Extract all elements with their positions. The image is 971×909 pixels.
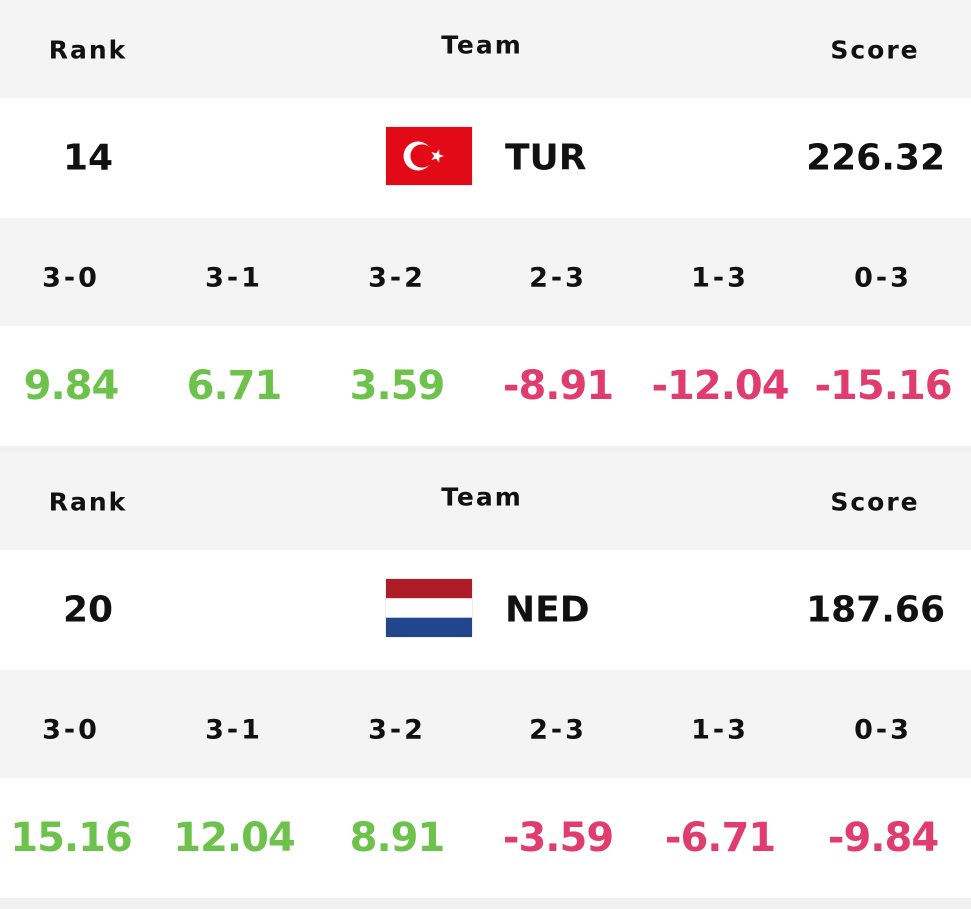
- result-value: -9.84: [827, 815, 939, 861]
- result-label: 2-3: [529, 262, 587, 294]
- result-value: 9.84: [23, 363, 120, 409]
- result-label: 3-1: [205, 714, 263, 746]
- flag: [385, 578, 473, 642]
- result-value: -6.71: [664, 815, 776, 861]
- header-row: Rank Team Score: [0, 452, 971, 550]
- result-value: -15.16: [814, 363, 952, 409]
- team-code: TUR: [505, 137, 587, 179]
- rank: 20: [62, 589, 114, 631]
- result-label: 1-3: [691, 262, 749, 294]
- rank-header: Rank: [48, 487, 128, 517]
- result-value: 15.16: [10, 815, 133, 861]
- team-row: 14 TUR 226.32: [0, 98, 971, 218]
- team-card: Rank Team Score 20 NED 187.66 3-0 3-1 3-2 2-3 1-3 0…: [0, 452, 971, 898]
- result-value-row: 15.16 12.04 8.91 -3.59 -6.71 -9.84: [0, 778, 971, 898]
- team-header: Team: [441, 482, 523, 512]
- result-value: -8.91: [502, 363, 614, 409]
- result-label: 1-3: [691, 714, 749, 746]
- result-label: 3-2: [368, 714, 426, 746]
- team-header: Team: [441, 30, 523, 60]
- team-card: Rank Team Score 14 TUR 226.32 3-0 3-1 3-2 2-3 1-3 0…: [0, 0, 971, 446]
- result-label: 3-0: [42, 714, 100, 746]
- result-label: 0-3: [854, 714, 912, 746]
- team-code: NED: [505, 589, 590, 631]
- rank: 14: [62, 137, 114, 179]
- result-value: 8.91: [349, 815, 446, 861]
- rank-header: Rank: [48, 35, 128, 65]
- flag: [385, 126, 473, 190]
- result-value: 3.59: [349, 363, 446, 409]
- result-label: 0-3: [854, 262, 912, 294]
- result-label: 3-0: [42, 262, 100, 294]
- result-value: 6.71: [186, 363, 283, 409]
- score: 187.66: [806, 589, 945, 631]
- result-value: -12.04: [651, 363, 789, 409]
- result-header-row: 3-0 3-1 3-2 2-3 1-3 0-3: [0, 218, 971, 326]
- score-header: Score: [830, 35, 920, 65]
- result-header-row: 3-0 3-1 3-2 2-3 1-3 0-3: [0, 670, 971, 778]
- score-header: Score: [830, 487, 920, 517]
- result-value: 12.04: [173, 815, 296, 861]
- result-label: 2-3: [529, 714, 587, 746]
- result-value: -3.59: [502, 815, 614, 861]
- result-label: 3-2: [368, 262, 426, 294]
- header-row: Rank Team Score: [0, 0, 971, 98]
- score: 226.32: [806, 137, 945, 179]
- result-value-row: 9.84 6.71 3.59 -8.91 -12.04 -15.16: [0, 326, 971, 446]
- team-row: 20 NED 187.66: [0, 550, 971, 670]
- result-label: 3-1: [205, 262, 263, 294]
